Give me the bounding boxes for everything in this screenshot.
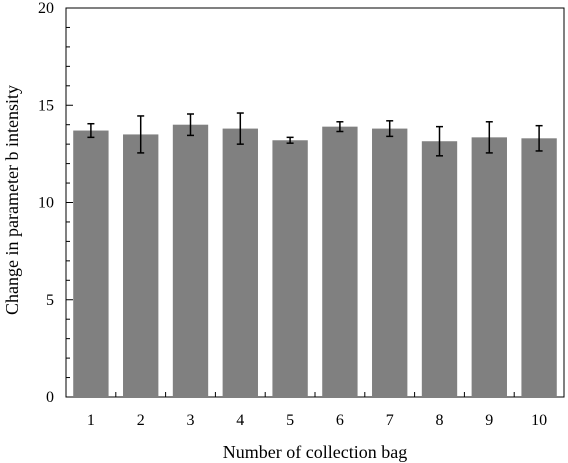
y-tick-label: 10 (38, 195, 54, 212)
x-axis-ticks: 1 2 3 4 5 6 7 8 9 10 (87, 392, 565, 429)
bar-1 (73, 130, 109, 397)
x-tick-label: 8 (436, 412, 444, 429)
error-bar-6 (336, 121, 344, 133)
x-tick-label: 5 (286, 412, 294, 429)
error-bar-3 (187, 113, 194, 137)
x-tick-label: 1 (87, 412, 95, 429)
y-tick-label: 5 (46, 292, 54, 309)
bar-9 (471, 137, 507, 397)
bars (73, 124, 557, 398)
bar-4 (222, 128, 258, 397)
bar-10 (521, 138, 557, 397)
error-bars (87, 112, 543, 157)
bar-5 (272, 140, 308, 397)
y-axis-title: Change in parameter b intensity (2, 85, 22, 315)
error-bar-2 (137, 115, 145, 154)
x-tick-label: 7 (386, 412, 394, 429)
y-axis-ticks: 0 5 10 15 20 (38, 0, 73, 406)
x-axis-title: Number of collection bag (223, 442, 407, 462)
x-tick-label: 9 (485, 412, 493, 429)
error-bar-5 (286, 136, 294, 144)
bar-3 (172, 124, 209, 397)
error-bar-4 (236, 112, 244, 145)
bar-6 (322, 126, 358, 398)
error-bar-8 (436, 125, 443, 157)
y-tick-label: 20 (38, 0, 54, 17)
x-tick-label: 2 (137, 412, 145, 429)
error-bar-7 (386, 120, 394, 138)
y-tick-label: 15 (38, 97, 54, 114)
error-bar-9 (485, 121, 493, 154)
x-tick-label: 3 (187, 412, 195, 429)
error-bar-10 (535, 124, 543, 152)
x-tick-label: 4 (236, 412, 244, 429)
x-tick-label: 10 (531, 412, 547, 429)
bar-8 (421, 141, 458, 397)
y-tick-label: 0 (46, 389, 54, 406)
x-tick-label: 6 (336, 412, 344, 429)
error-bar-1 (87, 122, 95, 139)
bar-7 (372, 128, 408, 397)
bar-2 (123, 134, 159, 398)
